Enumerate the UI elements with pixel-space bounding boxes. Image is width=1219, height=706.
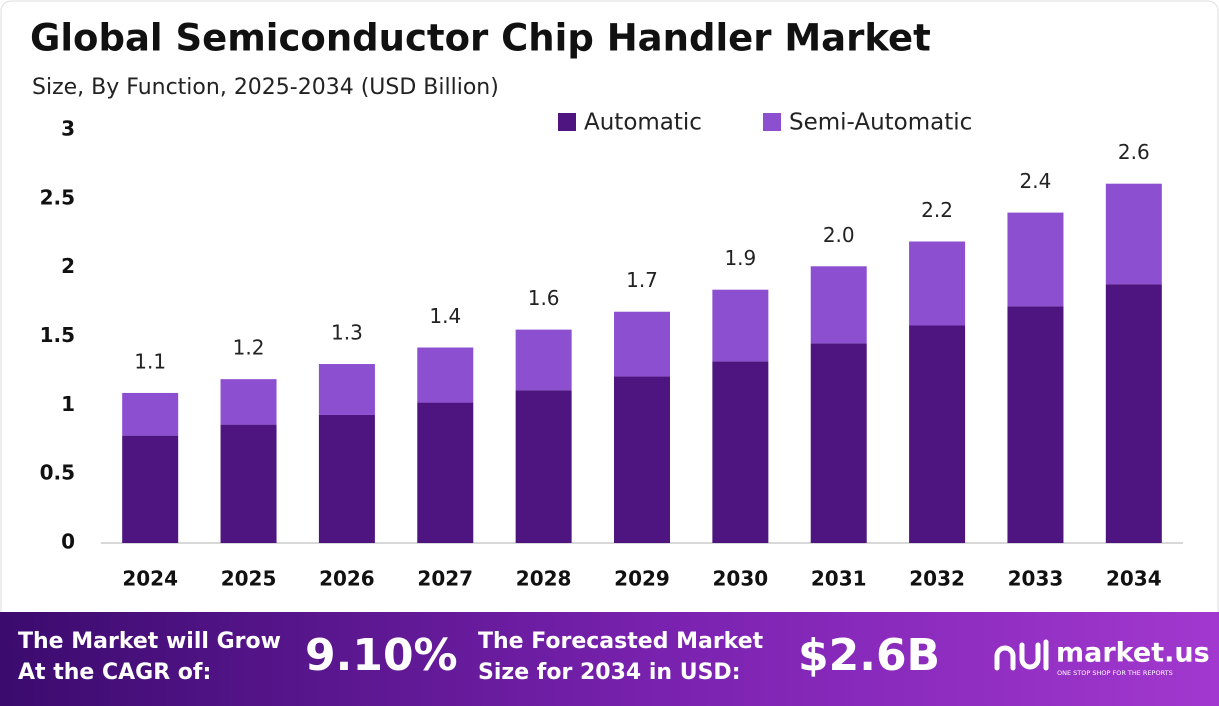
bar-segment xyxy=(1007,306,1064,543)
legend-label: Semi-Automatic xyxy=(789,110,972,136)
cagr-text: At the CAGR of: xyxy=(18,660,211,685)
bar-segment xyxy=(909,241,966,326)
x-tick-label: 2026 xyxy=(319,567,375,591)
footer-banner xyxy=(0,612,1219,706)
bar-segment xyxy=(810,266,867,344)
bar-segment xyxy=(318,414,375,543)
total-label: 1.4 xyxy=(429,304,461,328)
y-tick-label: 3 xyxy=(61,117,75,141)
x-tick-label: 2029 xyxy=(614,567,670,591)
bar-segment xyxy=(1105,183,1162,285)
cagr-text: The Market will Grow xyxy=(18,629,281,654)
forecast-text: Size for 2034 in USD: xyxy=(478,660,741,685)
bar-segment xyxy=(318,364,375,415)
bar-segment xyxy=(417,402,474,543)
bar-segment xyxy=(220,379,277,425)
x-tick-label: 2025 xyxy=(221,567,277,591)
x-tick-label: 2024 xyxy=(122,567,178,591)
total-label: 1.6 xyxy=(528,286,560,310)
brand-tagline: ONE STOP SHOP FOR THE REPORTS xyxy=(1057,669,1173,677)
x-tick-label: 2028 xyxy=(516,567,572,591)
bar-segment xyxy=(220,424,277,543)
cagr-value: 9.10% xyxy=(305,630,458,681)
y-tick-label: 0 xyxy=(61,530,75,554)
bar-segment xyxy=(1105,284,1162,543)
legend-label: Automatic xyxy=(584,110,702,136)
brand-name: market.us xyxy=(1056,638,1210,669)
bar-segment xyxy=(417,347,474,403)
brand-logo xyxy=(994,639,1049,671)
x-tick-label: 2033 xyxy=(1008,567,1064,591)
forecast-text: The Forecasted Market xyxy=(478,629,764,654)
x-tick-label: 2031 xyxy=(811,567,867,591)
y-tick-label: 0.5 xyxy=(40,461,75,485)
forecast-value: $2.6B xyxy=(798,630,940,681)
bar-segment xyxy=(712,289,769,362)
total-label: 1.2 xyxy=(233,336,265,360)
y-tick-label: 2.5 xyxy=(40,185,75,209)
x-tick-label: 2030 xyxy=(713,567,769,591)
legend-swatch xyxy=(763,113,781,131)
total-label: 1.9 xyxy=(724,246,756,270)
total-label: 2.0 xyxy=(823,223,855,247)
chart-title: Global Semiconductor Chip Handler Market xyxy=(30,17,931,60)
bar-segment xyxy=(810,343,867,543)
bar-segment xyxy=(1007,212,1064,307)
total-label: 2.2 xyxy=(921,198,953,222)
x-tick-label: 2027 xyxy=(417,567,473,591)
x-tick-label: 2034 xyxy=(1106,567,1162,591)
legend-swatch xyxy=(558,113,576,131)
x-tick-label: 2032 xyxy=(909,567,965,591)
chart-subtitle: Size, By Function, 2025-2034 (USD Billio… xyxy=(32,75,499,100)
bar-segment xyxy=(515,329,572,391)
bar-segment xyxy=(122,435,179,543)
bar-segment xyxy=(614,376,670,543)
bar-segment xyxy=(515,390,572,543)
total-label: 1.7 xyxy=(626,268,658,292)
y-tick-label: 1.5 xyxy=(40,323,75,347)
y-tick-label: 1 xyxy=(61,392,75,416)
total-label: 1.3 xyxy=(331,321,363,345)
bar-segment xyxy=(712,361,769,543)
bar-segment xyxy=(909,325,966,543)
bar-segment xyxy=(614,311,670,377)
y-tick-label: 2 xyxy=(61,254,75,278)
total-label: 2.6 xyxy=(1118,140,1150,164)
total-label: 2.4 xyxy=(1020,169,1052,193)
total-label: 1.1 xyxy=(134,349,166,373)
bar-segment xyxy=(122,392,179,436)
